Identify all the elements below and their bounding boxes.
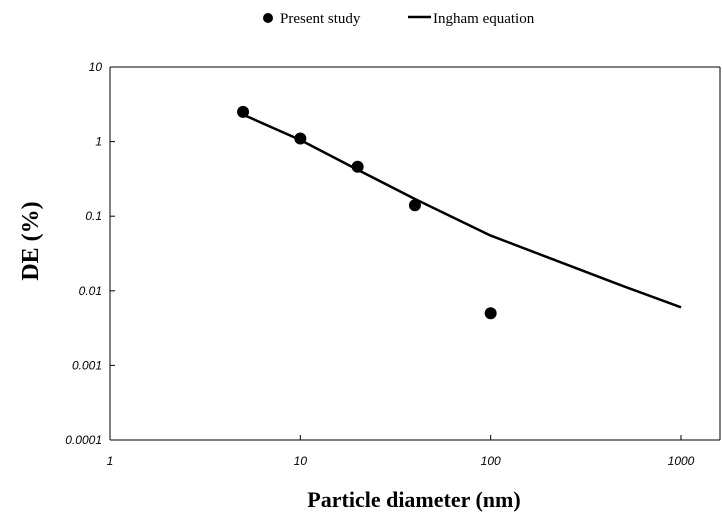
y-axis-ticks: 0.0001 0.001 0.01 0.1 1 10 (65, 60, 115, 447)
ingham-equation-line (242, 113, 682, 309)
y-axis-title: DE (%) (18, 201, 44, 280)
y-tick-label: 0.001 (72, 358, 102, 372)
y-tick-label: 0.1 (85, 209, 102, 223)
x-axis-ticks: 1 10 100 1000 (107, 435, 695, 468)
y-tick-label: 1 (95, 135, 102, 149)
present-study-point (237, 105, 250, 118)
x-tick-label: 10 (294, 454, 308, 468)
present-study-point (351, 160, 364, 173)
present-study-point (408, 199, 421, 212)
y-tick-label: 0.01 (79, 284, 102, 298)
x-tick-label: 1 (107, 454, 114, 468)
x-tick-label: 1000 (668, 454, 695, 468)
x-axis-title: Particle diameter (nm) (307, 487, 520, 512)
y-tick-label: 10 (89, 60, 103, 74)
present-study-point (294, 132, 307, 145)
legend: Present study Ingham equation (263, 11, 535, 27)
present-study-series (237, 105, 497, 320)
legend-label-ingham: Ingham equation (433, 11, 535, 27)
plot-area (109, 66, 721, 441)
ingham-series (242, 113, 682, 309)
y-tick-label: 0.0001 (65, 433, 102, 447)
x-tick-label: 100 (481, 454, 501, 468)
present-study-point (484, 307, 497, 320)
legend-marker-present-study (263, 13, 273, 23)
legend-label-present-study: Present study (280, 11, 361, 27)
